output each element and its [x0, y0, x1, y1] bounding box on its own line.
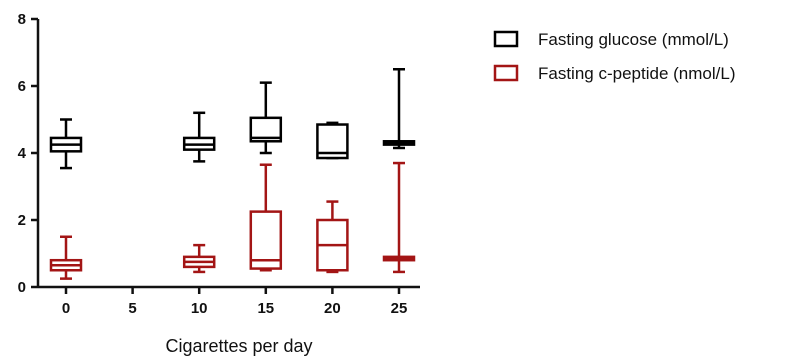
series-glucose	[49, 68, 416, 170]
x-tick-label: 25	[391, 300, 408, 317]
legend-swatch	[493, 30, 519, 48]
y-tick-label: 6	[18, 78, 26, 95]
box	[249, 81, 283, 155]
x-axis-title: Cigarettes per day	[165, 336, 312, 356]
series-c-peptide	[49, 161, 416, 280]
x-tick-label: 0	[62, 300, 70, 317]
legend-label: Fasting glucose (mmol/L)	[538, 30, 729, 49]
x-tick-label: 15	[257, 300, 274, 317]
legend-swatch	[493, 64, 519, 82]
x-tick-label: 20	[324, 300, 341, 317]
box	[182, 111, 216, 163]
box	[249, 163, 283, 272]
box	[49, 118, 83, 170]
y-tick-label: 4	[18, 145, 27, 162]
y-tick-label: 0	[18, 279, 26, 296]
y-tick-label: 2	[18, 212, 26, 229]
box-iqr	[249, 116, 283, 143]
x-tick-label: 10	[191, 300, 208, 317]
box	[49, 235, 83, 280]
box	[316, 121, 349, 160]
y-tick-label: 8	[18, 11, 26, 28]
legend-item: Fasting c-peptide (nmol/L)	[493, 64, 735, 83]
box	[316, 200, 349, 274]
plot-area	[49, 68, 416, 280]
axes: 0 2 4 6 8 0 5 10 15 20 25	[18, 11, 420, 317]
legend-item: Fasting glucose (mmol/L)	[493, 30, 729, 49]
box	[382, 68, 416, 150]
legend-label: Fasting c-peptide (nmol/L)	[538, 64, 735, 83]
box	[182, 243, 216, 274]
legend: Fasting glucose (mmol/L) Fasting c-peptid…	[493, 30, 735, 83]
box	[382, 161, 416, 274]
x-tick-label: 5	[128, 300, 136, 317]
